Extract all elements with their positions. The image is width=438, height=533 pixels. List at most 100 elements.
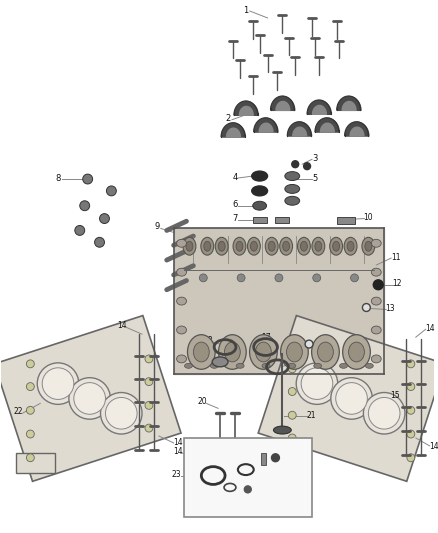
Ellipse shape [233, 237, 246, 255]
Text: 20: 20 [198, 397, 207, 406]
Text: 22: 22 [14, 407, 23, 416]
Ellipse shape [371, 326, 381, 334]
Ellipse shape [288, 364, 296, 368]
Ellipse shape [250, 335, 277, 369]
Ellipse shape [145, 355, 153, 363]
Ellipse shape [371, 297, 381, 305]
Text: 14: 14 [173, 439, 182, 447]
Text: 1: 1 [243, 5, 248, 14]
Ellipse shape [201, 237, 214, 255]
Ellipse shape [247, 237, 260, 255]
Text: 23: 23 [172, 470, 181, 479]
Ellipse shape [145, 378, 153, 385]
Ellipse shape [177, 355, 187, 363]
Ellipse shape [236, 241, 243, 251]
Circle shape [99, 214, 110, 223]
Ellipse shape [280, 237, 293, 255]
Ellipse shape [177, 326, 187, 334]
Ellipse shape [311, 335, 339, 369]
Ellipse shape [212, 357, 228, 367]
Ellipse shape [285, 172, 300, 181]
Ellipse shape [371, 239, 381, 247]
Circle shape [362, 304, 371, 311]
Ellipse shape [288, 365, 296, 373]
Ellipse shape [365, 241, 372, 251]
Circle shape [244, 486, 251, 493]
Ellipse shape [177, 297, 187, 305]
Ellipse shape [288, 387, 296, 395]
Text: 9: 9 [154, 222, 159, 231]
Text: 3: 3 [312, 154, 318, 163]
Ellipse shape [371, 268, 381, 276]
Circle shape [237, 274, 245, 282]
Text: 14: 14 [429, 442, 438, 451]
Ellipse shape [37, 363, 79, 405]
Ellipse shape [407, 454, 415, 462]
Ellipse shape [368, 398, 400, 429]
Text: 18: 18 [204, 336, 213, 345]
Ellipse shape [288, 434, 296, 442]
Text: 19: 19 [199, 356, 209, 365]
Ellipse shape [365, 364, 373, 368]
Ellipse shape [339, 364, 347, 368]
Text: 14: 14 [117, 321, 127, 330]
Ellipse shape [145, 424, 153, 432]
Ellipse shape [296, 363, 338, 405]
Circle shape [106, 186, 117, 196]
Ellipse shape [330, 237, 343, 255]
Text: 11: 11 [391, 253, 401, 262]
Bar [184, 438, 312, 517]
Ellipse shape [407, 406, 415, 414]
Circle shape [313, 274, 321, 282]
Ellipse shape [314, 364, 321, 368]
Ellipse shape [349, 342, 364, 362]
Ellipse shape [183, 237, 196, 255]
Text: 21: 21 [306, 411, 316, 420]
Ellipse shape [219, 335, 246, 369]
Ellipse shape [253, 201, 267, 210]
Ellipse shape [187, 335, 215, 369]
Ellipse shape [343, 335, 371, 369]
Ellipse shape [407, 383, 415, 391]
Ellipse shape [300, 241, 307, 251]
Ellipse shape [74, 383, 106, 414]
Ellipse shape [252, 171, 268, 181]
Ellipse shape [312, 237, 325, 255]
Polygon shape [15, 453, 55, 473]
Ellipse shape [215, 237, 228, 255]
Ellipse shape [281, 335, 308, 369]
Ellipse shape [301, 368, 333, 399]
Ellipse shape [236, 364, 244, 368]
Polygon shape [258, 316, 438, 481]
Ellipse shape [42, 368, 74, 399]
Ellipse shape [177, 239, 187, 247]
Ellipse shape [26, 454, 34, 462]
Circle shape [373, 280, 383, 290]
Ellipse shape [285, 184, 300, 193]
Ellipse shape [26, 406, 34, 414]
Ellipse shape [218, 241, 225, 251]
Ellipse shape [69, 378, 110, 419]
Ellipse shape [362, 237, 375, 255]
Ellipse shape [318, 342, 333, 362]
Ellipse shape [297, 237, 311, 255]
Text: 13: 13 [326, 341, 336, 350]
Circle shape [305, 340, 313, 348]
Text: 10: 10 [364, 213, 373, 222]
Text: 15: 15 [390, 391, 400, 400]
Ellipse shape [177, 268, 187, 276]
Text: 17: 17 [261, 333, 270, 342]
Ellipse shape [224, 342, 240, 362]
Ellipse shape [364, 392, 405, 434]
Ellipse shape [333, 241, 339, 251]
Circle shape [80, 201, 90, 211]
Text: 7: 7 [232, 214, 238, 223]
Circle shape [75, 225, 85, 236]
Circle shape [199, 274, 207, 282]
Ellipse shape [347, 241, 354, 251]
Bar [253, 216, 267, 222]
Text: 8: 8 [55, 174, 61, 182]
Ellipse shape [252, 186, 268, 196]
Ellipse shape [26, 430, 34, 438]
Ellipse shape [315, 241, 322, 251]
